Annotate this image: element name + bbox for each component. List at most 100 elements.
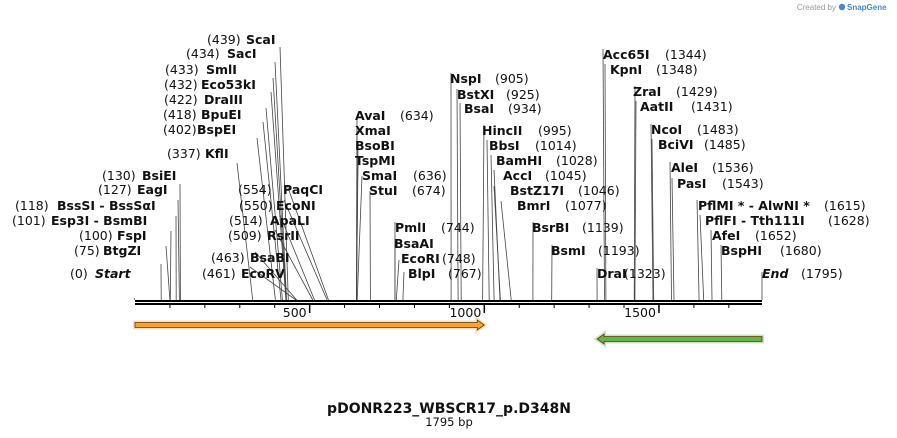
site-name-esp3i-bsmbi: Esp3I - BsmBI: [51, 213, 147, 228]
site-connector-lines: [133, 46, 763, 301]
site-name-bspei: BspEI: [197, 122, 236, 137]
site-position-bstz17i: (1046): [578, 183, 620, 198]
site-name-zrai: ZraI: [633, 84, 661, 99]
site-line-paqci: [286, 184, 329, 301]
site-name-bstz17i: BstZ17I: [510, 183, 564, 198]
site-position-ncoi: (1483): [697, 122, 739, 137]
site-position-esp3i-bsmbi: (101): [12, 213, 46, 228]
feature-arrows: [133, 316, 764, 348]
site-position-rsrii: (509): [228, 228, 262, 243]
map-title: pDONR223_WBSCR17_p.D348N: [327, 401, 571, 417]
site-line-kfli: [236, 162, 254, 301]
site-name-ncoi: NcoI: [651, 122, 682, 137]
site-name-paqci: PaqCI: [283, 182, 323, 197]
ruler-label-1500: 1500: [624, 305, 656, 320]
site-name-fspi: FspI: [117, 228, 147, 243]
site-position-bpuei: (418): [163, 107, 197, 122]
site-position-bsai: (934): [508, 101, 542, 116]
site-position-econi: (550): [239, 198, 273, 213]
site-name-ecori: EcoRI: [401, 251, 440, 266]
site-line-zrai: [633, 85, 636, 301]
site-position-afei: (1652): [755, 228, 797, 243]
site-position-pflfi-tth111i: (1628): [828, 213, 870, 228]
site-position-bsiei: (130): [102, 168, 136, 183]
site-line-apali: [279, 214, 315, 301]
site-position-pmli: (744): [441, 220, 475, 235]
site-position-bamhi: (1028): [556, 153, 598, 168]
site-position-bbsi: (1014): [535, 138, 577, 153]
site-name-hincii: HincII: [482, 123, 522, 138]
site-line-esp3i-bsmbi: [169, 230, 172, 301]
site-name-pmli: PmlI: [395, 220, 426, 235]
site-name-pflmi-alwni: PflMI * - AlwNI *: [698, 198, 810, 213]
site-name-rsrii: RsrII: [267, 228, 300, 243]
site-line-bpuei: [262, 121, 282, 301]
site-line-pflmi-alwni: [696, 199, 700, 301]
site-name-tspmi: TspMI: [355, 153, 395, 168]
site-name-end: End: [762, 266, 789, 281]
site-line-afei: [710, 229, 713, 301]
site-line-hincii: [482, 124, 485, 301]
site-line-fspi: [165, 245, 171, 301]
site-name-bmri: BmrI: [517, 198, 550, 213]
site-name-bcivi: BciVI: [658, 137, 694, 152]
site-name-bsaai: BsaAI: [394, 236, 434, 251]
site-position-stui: (674): [412, 183, 446, 198]
site-position-draiii: (422): [164, 92, 198, 107]
site-name-draiii: DraIII: [204, 92, 243, 107]
site-line-rsrii: [274, 229, 314, 301]
site-line-draiii: [265, 107, 283, 301]
site-name-acc65i: Acc65I: [603, 47, 650, 62]
site-name-bsrbi: BsrBI: [532, 220, 569, 235]
site-name-bsphi: BspHI: [721, 243, 762, 258]
site-line-saci: [274, 61, 287, 301]
site-line-alei: [669, 161, 672, 301]
site-position-zrai: (1429): [676, 84, 718, 99]
site-name-apali: ApaLI: [270, 213, 310, 228]
site-name-kpni: KpnI: [610, 62, 642, 77]
site-position-scai: (439): [207, 32, 241, 47]
site-name-pasi: PasI: [677, 176, 706, 191]
green-feature-arrow: [596, 333, 763, 345]
site-line-acc65i: [602, 48, 605, 301]
site-position-pasi: (1543): [722, 176, 764, 191]
credit-prefix: Created by: [797, 3, 836, 12]
site-name-bbsi: BbsI: [489, 138, 520, 153]
site-line-ecori: [395, 259, 400, 301]
site-name-btgzi: BtgZI: [103, 243, 141, 258]
site-name-alei: AleI: [671, 160, 698, 175]
site-name-ecorv: EcoRV: [241, 266, 285, 281]
site-position-bsmi: (1193): [598, 243, 640, 258]
site-name-eco53ki: Eco53kI: [201, 77, 256, 92]
map-subtitle: 1795 bp: [425, 415, 473, 429]
site-position-ecori: (748): [442, 251, 476, 266]
ruler-label-1000: 1000: [449, 305, 481, 320]
site-position-start: (0): [70, 266, 88, 281]
site-line-ncoi: [650, 123, 654, 301]
site-name-bsobi: BsoBI: [355, 138, 395, 153]
site-name-eagi: EagI: [137, 182, 168, 197]
site-name-aatii: AatII: [640, 99, 673, 114]
site-line-tspmi: [356, 160, 359, 301]
site-position-btgzi: (75): [74, 243, 100, 258]
site-line-ecorv: [249, 266, 297, 301]
site-line-smli: [272, 77, 287, 301]
site-name-avai: AvaI: [355, 108, 385, 123]
site-position-fspi: (100): [79, 228, 113, 243]
site-position-eco53ki: (432): [164, 77, 198, 92]
site-name-stui: StuI: [369, 183, 398, 198]
site-name-bpuei: BpuEI: [201, 107, 242, 122]
site-position-eagi: (127): [98, 182, 132, 197]
credit-brand: SnapGene: [847, 3, 887, 12]
site-line-econi: [283, 199, 328, 301]
site-line-scai: [279, 46, 289, 301]
site-name-bsssi-bsss-i: BssSI - BssSαI: [57, 198, 156, 213]
site-name-saci: SacI: [227, 46, 257, 61]
snapgene-logo-icon: [838, 3, 846, 11]
site-line-pasi: [671, 177, 675, 301]
site-line-bstxi: [456, 88, 459, 301]
site-line-start: [133, 297, 136, 301]
site-name-bstxi: BstXI: [457, 87, 494, 102]
site-position-alei: (1536): [712, 160, 754, 175]
